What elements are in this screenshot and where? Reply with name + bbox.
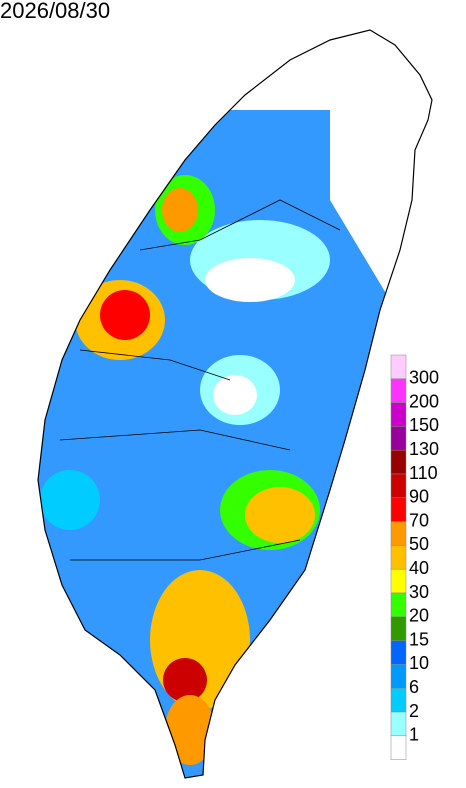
legend-swatch	[390, 592, 407, 618]
legend-swatch	[390, 497, 407, 522]
legend-label: 200	[409, 391, 439, 411]
legend-swatch	[390, 735, 407, 760]
legend-swatch	[390, 402, 407, 427]
county-borders	[59, 199, 341, 561]
legend-label: 15	[409, 629, 429, 649]
legend-swatch	[390, 545, 407, 570]
legend-swatch	[390, 378, 407, 403]
legend-label: 30	[409, 582, 429, 602]
legend-label: 130	[409, 439, 439, 459]
legend-label: 150	[409, 415, 439, 435]
legend-swatch	[390, 449, 407, 475]
legend-label: 90	[409, 487, 429, 507]
legend-swatch	[390, 664, 407, 689]
coastline	[37, 29, 433, 779]
legend-label: 2	[409, 701, 419, 721]
legend-swatch	[390, 521, 407, 546]
legend-swatch	[390, 711, 407, 737]
legend-label: 10	[409, 653, 429, 673]
legend-label: 40	[409, 558, 429, 578]
legend-label: 300	[409, 368, 439, 388]
legend-label: 110	[409, 463, 438, 483]
legend: 300 200 150 130 110 90 70 50 40 30 20 15 10 6 2 1	[390, 354, 439, 760]
legend-label: 6	[409, 677, 419, 697]
legend-swatch	[390, 473, 407, 499]
legend-label: 70	[409, 510, 429, 530]
legend-label: 1	[409, 725, 419, 745]
legend-swatch	[390, 687, 407, 713]
legend-swatch	[390, 616, 407, 641]
legend-label: 20	[409, 606, 429, 626]
legend-swatch	[390, 426, 407, 451]
legend-swatch	[390, 640, 407, 665]
legend-swatch	[390, 354, 407, 380]
legend-label: 50	[409, 534, 429, 554]
legend-swatch	[390, 568, 407, 594]
date-title: 2026/08/30	[0, 0, 110, 23]
